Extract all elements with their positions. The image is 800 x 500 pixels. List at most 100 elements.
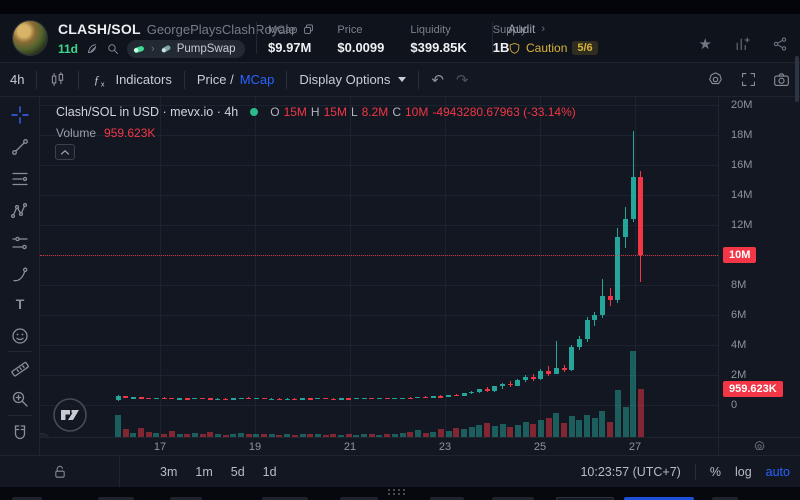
volume-bar (507, 426, 514, 437)
candle-body (453, 395, 459, 397)
emoji-icon[interactable] (10, 326, 30, 346)
log-scale-button[interactable]: log (734, 464, 752, 479)
long-short-position-icon[interactable] (10, 233, 30, 253)
candle-body (515, 379, 521, 386)
percent-scale-button[interactable]: % (709, 464, 721, 479)
amm-badge[interactable]: › PumpSwap (127, 40, 245, 58)
share-icon[interactable] (772, 36, 788, 52)
grid-line-h (40, 375, 718, 376)
range-5d[interactable]: 5d (230, 464, 245, 479)
pane-collapse-button[interactable] (55, 144, 75, 160)
header-divider-2 (492, 22, 493, 54)
grid-line-h (40, 195, 718, 196)
volume-bar (222, 435, 229, 437)
candle-body (184, 398, 190, 400)
candle-wick (409, 397, 411, 399)
candle-body (476, 389, 482, 392)
change-value: -4943280.67963 (-33.14%) (432, 105, 576, 119)
price-tick-label: 12M (731, 219, 753, 231)
range-3m[interactable]: 3m (160, 464, 178, 479)
candle-body (223, 398, 229, 400)
current-price-badge: 10M (723, 247, 757, 263)
magnet-icon[interactable] (10, 423, 30, 443)
audit-status: Caution (526, 41, 568, 55)
volume-bar (453, 428, 460, 437)
search-icon[interactable] (106, 42, 120, 56)
volume-bar (561, 423, 568, 437)
clipped-tab (12, 497, 42, 500)
auto-scale-button[interactable]: auto (765, 464, 790, 479)
range-1m[interactable]: 1m (195, 464, 213, 479)
fib-retracement-icon[interactable] (10, 169, 30, 189)
clipped-tab (430, 497, 464, 500)
price-tick-label: 2M (731, 369, 747, 381)
interval-button[interactable]: 4h (10, 72, 25, 87)
clock[interactable]: 10:23:57 (UTC+7) (580, 464, 681, 479)
candle-body (115, 396, 121, 401)
volume-bar (630, 351, 637, 437)
candle-body (438, 396, 444, 398)
volume-bar (176, 433, 183, 437)
tradingview-logo[interactable] (52, 397, 88, 433)
crosshair-icon[interactable] (10, 105, 30, 125)
token-avatar[interactable] (12, 20, 48, 56)
time-axis[interactable]: 17 19 21 23 25 27 (40, 437, 718, 455)
price-axis[interactable]: 20M18M16M14M12M10M8M6M4M2M0 10M 959.623K (718, 97, 800, 437)
volume-bar (537, 419, 544, 437)
xabcd-pattern-icon[interactable] (10, 201, 30, 221)
trend-line-icon[interactable] (10, 137, 30, 157)
scrollbar-thumb[interactable] (795, 56, 799, 102)
candle-body (553, 368, 559, 374)
feather-icon[interactable] (85, 42, 99, 56)
favorite-star-icon[interactable]: ★ (698, 35, 712, 53)
volume-bar (276, 435, 283, 437)
display-options-dropdown[interactable]: Display Options (299, 72, 407, 87)
audit-block[interactable]: Audit › Caution 5/6 (508, 22, 598, 55)
volume-bar (238, 432, 245, 437)
fullscreen-icon[interactable] (740, 71, 757, 88)
volume-bar (584, 414, 591, 437)
candle-body (607, 295, 613, 300)
header-divider (256, 22, 257, 54)
copy-icon[interactable] (302, 23, 315, 36)
volume-bar (476, 424, 483, 437)
axis-settings-corner[interactable] (718, 437, 800, 455)
chart-pane[interactable]: Clash/SOL in USD · mevx.io · 4h O 15M H 15… (40, 97, 718, 437)
current-volume-badge: 959.623K (723, 380, 783, 397)
text-tool-icon[interactable]: T (15, 296, 25, 312)
stat-price: Price $0.0099 (337, 24, 385, 55)
candle-body (638, 177, 644, 255)
redo-button[interactable]: ↷ (456, 71, 469, 89)
drag-handle-icon[interactable] (388, 489, 406, 496)
volume-bar (599, 411, 606, 437)
candle-body (569, 346, 575, 370)
grid-line-v (255, 97, 256, 437)
volume-bar (230, 434, 237, 437)
zoom-in-icon[interactable] (10, 389, 30, 409)
brush-icon[interactable] (10, 265, 30, 285)
chart-style-button[interactable] (49, 71, 66, 88)
volume-bar (261, 433, 268, 437)
amm-name: PumpSwap (176, 43, 236, 55)
price-mcap-toggle[interactable]: Price / MCap (196, 72, 275, 87)
scale-lock-cell[interactable] (0, 456, 120, 487)
volume-bar (268, 434, 275, 437)
chevron-right-icon: › (151, 43, 155, 55)
volume-bar (168, 430, 175, 437)
settings-gear-icon[interactable] (707, 71, 724, 88)
range-1d[interactable]: 1d (262, 464, 277, 479)
volume-bar (253, 434, 260, 437)
clipped-panel-strip (0, 487, 800, 500)
svg-text:ƒ: ƒ (94, 73, 100, 86)
candle-body (253, 398, 259, 400)
chart-add-icon[interactable] (734, 36, 750, 52)
undo-button[interactable]: ↶ (431, 71, 444, 89)
candle-body (446, 395, 452, 397)
camera-icon[interactable] (773, 71, 790, 88)
ruler-icon[interactable] (10, 359, 30, 379)
volume-bar (291, 435, 298, 437)
token-name: GeorgePlaysClashRoyale (146, 21, 296, 37)
token-age: 11d (58, 42, 79, 56)
